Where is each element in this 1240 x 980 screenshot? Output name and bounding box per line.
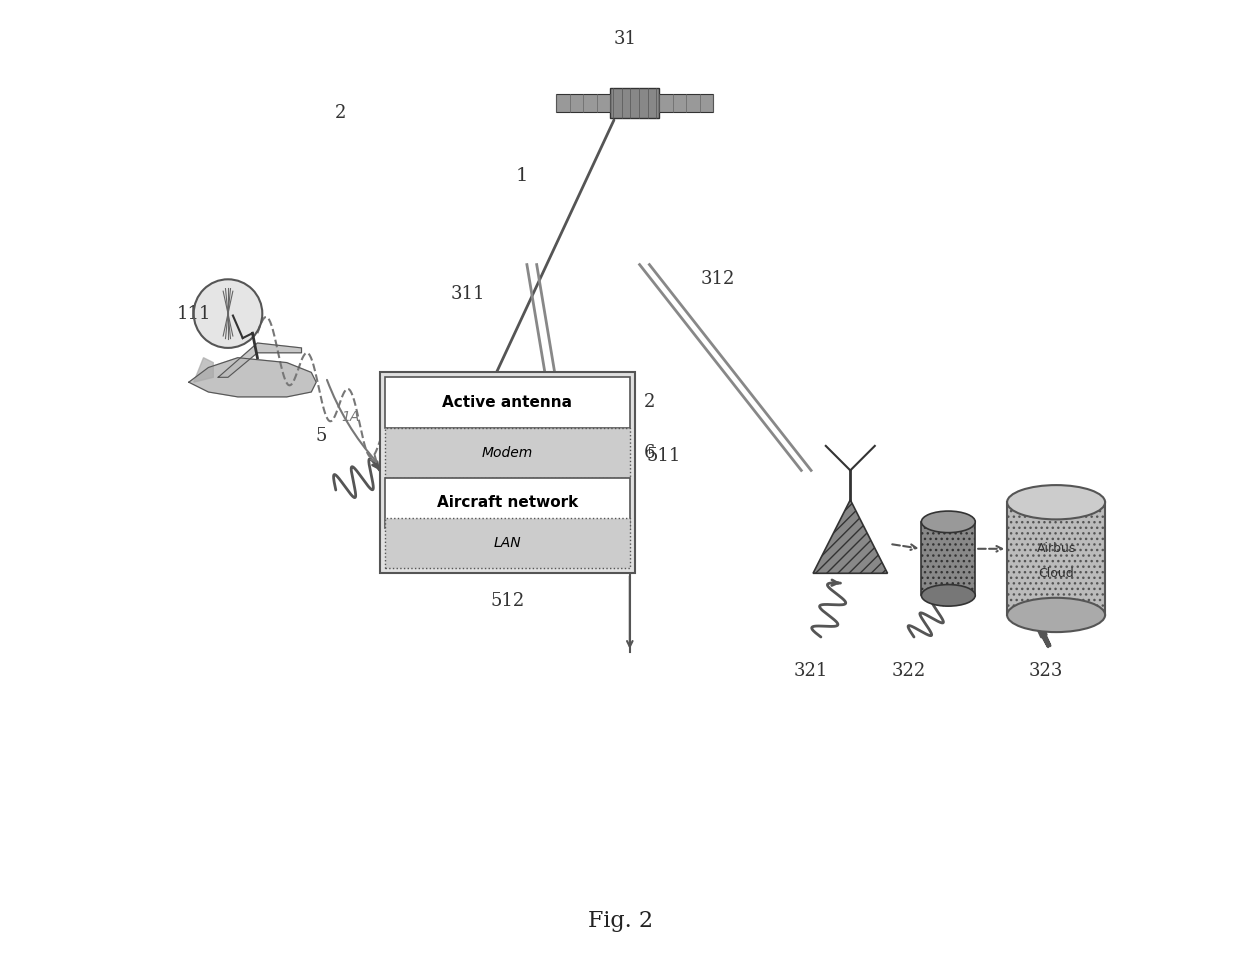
Text: 111: 111 bbox=[176, 305, 211, 322]
Text: Active antenna: Active antenna bbox=[443, 395, 573, 410]
Text: 512: 512 bbox=[490, 592, 525, 610]
Bar bbox=[921, 521, 975, 596]
Text: Airbus: Airbus bbox=[1037, 542, 1076, 556]
Text: 31: 31 bbox=[614, 30, 636, 48]
Polygon shape bbox=[193, 358, 213, 382]
FancyBboxPatch shape bbox=[379, 372, 635, 573]
Bar bbox=[660, 94, 713, 112]
FancyBboxPatch shape bbox=[384, 427, 630, 478]
Polygon shape bbox=[813, 500, 888, 573]
Text: 1A: 1A bbox=[341, 410, 360, 423]
Polygon shape bbox=[188, 358, 316, 397]
Text: 2: 2 bbox=[335, 104, 346, 122]
Ellipse shape bbox=[921, 584, 975, 606]
Text: Modem: Modem bbox=[481, 446, 533, 460]
Circle shape bbox=[193, 279, 263, 348]
Ellipse shape bbox=[1007, 485, 1105, 519]
Text: 312: 312 bbox=[701, 270, 735, 288]
Bar bbox=[610, 88, 660, 118]
Polygon shape bbox=[218, 343, 301, 377]
Ellipse shape bbox=[1007, 598, 1105, 632]
Text: 1: 1 bbox=[516, 168, 528, 185]
Text: 511: 511 bbox=[647, 447, 681, 465]
FancyBboxPatch shape bbox=[384, 518, 630, 568]
Text: 6: 6 bbox=[644, 444, 655, 462]
Text: 321: 321 bbox=[794, 662, 828, 680]
Text: 5: 5 bbox=[315, 427, 327, 445]
FancyBboxPatch shape bbox=[384, 377, 630, 427]
Text: 311: 311 bbox=[451, 285, 485, 303]
Bar bbox=[1007, 502, 1105, 615]
Text: LAN: LAN bbox=[494, 536, 521, 551]
Ellipse shape bbox=[921, 512, 975, 533]
Text: 322: 322 bbox=[892, 662, 926, 680]
Text: 2: 2 bbox=[644, 393, 655, 412]
Text: Fig. 2: Fig. 2 bbox=[588, 910, 652, 932]
Text: 323: 323 bbox=[1029, 662, 1064, 680]
Bar bbox=[557, 94, 610, 112]
FancyBboxPatch shape bbox=[384, 478, 630, 528]
Text: Cloud: Cloud bbox=[1038, 566, 1074, 580]
Text: Aircraft network: Aircraft network bbox=[436, 495, 578, 511]
